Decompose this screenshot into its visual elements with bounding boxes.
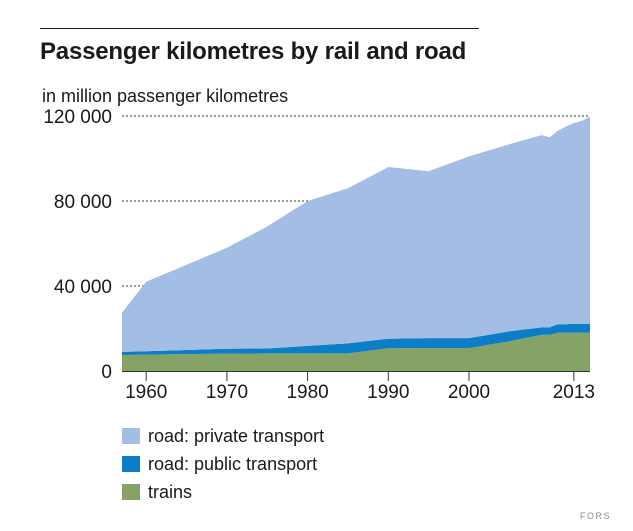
legend-swatch-public bbox=[122, 456, 140, 472]
chart-title: Passenger kilometres by rail and road bbox=[40, 38, 467, 65]
legend-swatch-trains bbox=[122, 484, 140, 500]
source-credit: FORS bbox=[579, 511, 611, 521]
x-tick-label-1960: 1960 bbox=[125, 382, 167, 403]
y-tick-label-0: 0 bbox=[101, 362, 112, 383]
y-tick-label-40000: 40 000 bbox=[54, 277, 112, 298]
x-tick-label-1980: 1980 bbox=[286, 382, 328, 403]
legend-label-public: road: public transport bbox=[148, 453, 318, 474]
legend-item-trains: trains bbox=[122, 478, 324, 506]
legend-label-private: road: private transport bbox=[148, 425, 325, 446]
x-tick-label-1970: 1970 bbox=[206, 382, 248, 403]
legend-label-trains: trains bbox=[148, 481, 193, 502]
x-tick-label-2013: 2013 bbox=[553, 382, 595, 403]
legend-item-private: road: private transport bbox=[122, 422, 324, 450]
area-road-public-transport bbox=[122, 323, 590, 356]
legend-item-public: road: public transport bbox=[122, 450, 324, 478]
area-road-private-transport bbox=[122, 116, 590, 352]
legend-swatch-private bbox=[122, 428, 140, 444]
y-tick-label-120000: 120 000 bbox=[43, 107, 112, 128]
y-tick-label-80000: 80 000 bbox=[54, 192, 112, 213]
legend: road: private transport road: public tra… bbox=[122, 422, 324, 506]
chart-subtitle: in million passenger kilometres bbox=[42, 86, 289, 106]
x-tick-label-1990: 1990 bbox=[367, 382, 409, 403]
area-trains bbox=[122, 332, 590, 371]
x-tick-label-2000: 2000 bbox=[448, 382, 490, 403]
axis-layer: 0 40 000 80 000 120 000 1960 1970 1980 1990 2000… bbox=[43, 107, 595, 403]
title-rule bbox=[40, 28, 479, 29]
area-layer bbox=[122, 116, 590, 371]
